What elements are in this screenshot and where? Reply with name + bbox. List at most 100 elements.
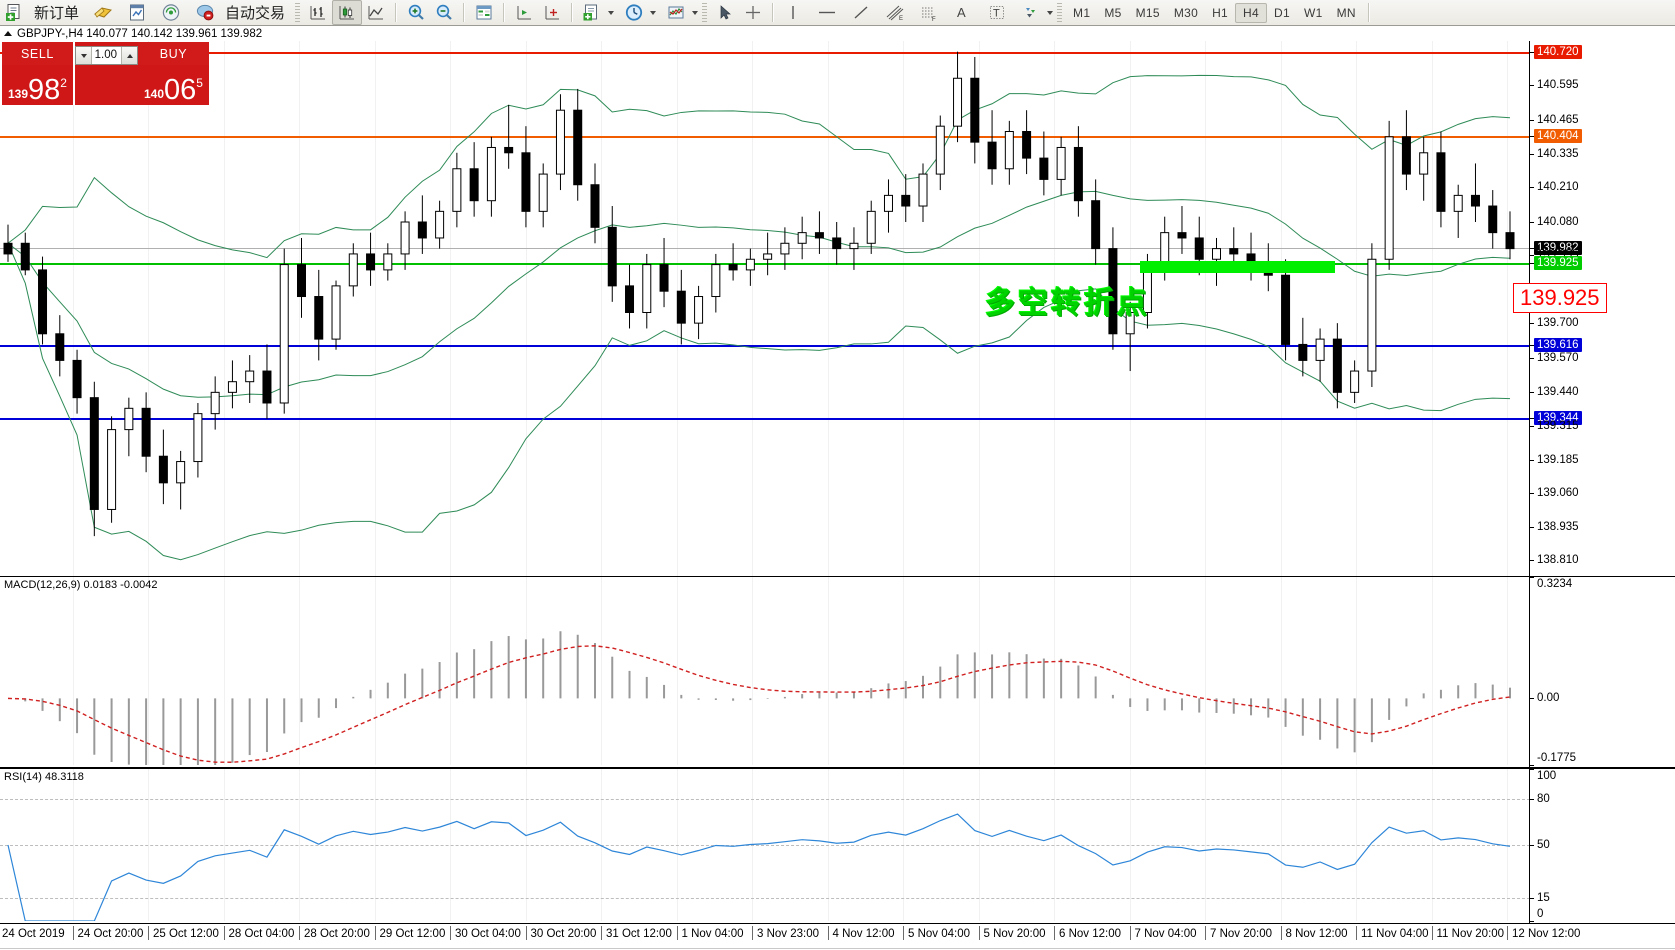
trend-line-icon[interactable] <box>847 1 875 24</box>
rsi-axis-tick <box>1530 845 1534 846</box>
time-axis[interactable]: 24 Oct 2019 24 Oct 20:00 25 Oct 12:00 28 Oc… <box>0 923 1675 949</box>
price-axis-label: 139.700 <box>1537 317 1579 330</box>
market-icon[interactable] <box>191 1 219 24</box>
line-chart-icon[interactable] <box>362 1 390 24</box>
macd-axis-tick <box>1530 577 1534 578</box>
chart-gridline <box>72 41 74 576</box>
price-chart-pane[interactable]: 140.720 140.595 140.465 140.404 140.335 140.2… <box>0 41 1675 577</box>
zoom-in-icon[interactable] <box>402 1 430 24</box>
timeframe-h4[interactable]: H4 <box>1235 2 1267 23</box>
toolbar-grip[interactable] <box>295 3 301 22</box>
macd-axis-tick <box>1530 765 1534 766</box>
price-level-line[interactable] <box>0 135 1530 138</box>
auto-trading-label[interactable]: 自动交易 <box>225 5 286 22</box>
svg-text:A: A <box>957 5 966 20</box>
chart-gridline <box>223 41 225 576</box>
objects-icon[interactable] <box>1017 1 1045 24</box>
buy-price[interactable]: 140 06 5 <box>138 65 209 105</box>
highlight-zone[interactable] <box>1140 260 1335 273</box>
sell-price[interactable]: 139 98 2 <box>2 65 73 105</box>
timeframe-w1[interactable]: W1 <box>1303 5 1323 20</box>
rsi-pane[interactable]: RSI(14) 48.3118 100 80 50 15 0 <box>0 768 1675 924</box>
chart-collapse-icon[interactable] <box>4 31 12 36</box>
macd-axis[interactable]: 0.3234 0.00 -0.1775 <box>1529 577 1675 767</box>
price-level-line[interactable] <box>0 417 1530 420</box>
price-level-line[interactable] <box>0 51 1530 54</box>
rsi-plot-area[interactable] <box>0 769 1530 923</box>
price-axis-label: 140.210 <box>1537 181 1579 194</box>
timeframe-m1[interactable]: M1 <box>1073 5 1091 20</box>
sell-price-pips: 98 <box>28 74 61 106</box>
time-axis-label: 6 Nov 12:00 <box>1059 928 1122 940</box>
rsi-series <box>7 813 1511 921</box>
fibonacci-icon[interactable]: F <box>915 1 943 24</box>
price-level-line[interactable] <box>0 248 1530 250</box>
price-level-line[interactable] <box>0 345 1530 348</box>
price-axis-tick <box>1530 84 1534 86</box>
chart-gridline <box>978 41 980 576</box>
crosshair-icon[interactable] <box>739 1 767 24</box>
indicators-dropdown-icon[interactable] <box>692 10 699 15</box>
buy-button[interactable]: BUY <box>138 42 209 65</box>
period-dropdown-icon[interactable] <box>650 10 657 15</box>
period-icon[interactable] <box>620 1 648 24</box>
rsi-axis-label: 100 <box>1537 770 1557 782</box>
macd-plot-area[interactable] <box>0 577 1530 767</box>
timeframe-m15[interactable]: M15 <box>1135 5 1160 20</box>
new-order-label[interactable]: 新订单 <box>34 5 80 22</box>
chart-gridline <box>148 577 149 765</box>
price-axis-label: 140.720 <box>1534 44 1582 59</box>
timeframe-mn[interactable]: MN <box>1336 5 1356 20</box>
template-dropdown-icon[interactable] <box>608 10 615 15</box>
price-level-line[interactable] <box>0 263 1530 266</box>
volume-decrease-button[interactable] <box>76 47 92 64</box>
bar-chart-icon[interactable] <box>304 1 332 24</box>
volume-control[interactable]: 1.00 <box>75 42 138 105</box>
indicators-icon[interactable] <box>662 1 690 24</box>
timeframe-toolbar-grip[interactable] <box>1057 3 1063 22</box>
chart-gridline <box>1054 577 1055 765</box>
chart-gridline <box>72 577 74 765</box>
chart-gridline <box>827 41 829 576</box>
timeframe-m30[interactable]: M30 <box>1173 5 1199 20</box>
text-icon[interactable]: T <box>983 1 1011 24</box>
data-window-icon[interactable] <box>123 1 151 24</box>
macd-axis-label: -0.1775 <box>1537 752 1577 764</box>
new-order-icon[interactable] <box>0 1 28 24</box>
timeframe-d1[interactable]: D1 <box>1274 5 1290 20</box>
cursor-icon[interactable] <box>711 1 739 24</box>
sell-side[interactable]: SELL 139 98 2 <box>2 42 75 105</box>
rsi-axis[interactable]: 100 80 50 15 0 <box>1529 769 1675 923</box>
candlestick-series[interactable] <box>0 41 1530 576</box>
price-axis-tick <box>1530 460 1534 462</box>
one-click-trading-panel[interactable]: SELL 139 98 2 1.00 BUY 140 06 5 <box>2 42 209 105</box>
zoom-out-icon[interactable] <box>430 1 458 24</box>
chart-gridline <box>903 41 904 576</box>
time-axis-separator <box>148 926 149 940</box>
equidistant-channel-icon[interactable]: E <box>881 1 909 24</box>
objects-dropdown-icon[interactable] <box>1047 10 1054 15</box>
price-plot-area[interactable] <box>0 41 1530 576</box>
volume-stepper[interactable]: 1.00 <box>75 46 138 65</box>
vertical-line-icon[interactable] <box>779 1 807 24</box>
template-icon[interactable] <box>578 1 606 24</box>
chart-shift-icon[interactable] <box>510 1 538 24</box>
signals-icon[interactable] <box>157 1 185 24</box>
drawing-toolbar-grip[interactable] <box>702 3 708 22</box>
chart-annotation-text[interactable]: 多空转折点 <box>985 287 1150 320</box>
chart-gridline <box>1356 41 1357 576</box>
horizontal-line-icon[interactable] <box>813 1 841 24</box>
volume-input[interactable]: 1.00 <box>94 49 117 61</box>
macd-pane[interactable]: MACD(12,26,9) 0.0183 -0.0042 0.3234 0.00 -… <box>0 576 1675 768</box>
expert-advisors-icon[interactable] <box>89 1 117 24</box>
timeframe-m5[interactable]: M5 <box>1104 5 1122 20</box>
text-label-icon[interactable]: A <box>949 1 977 24</box>
auto-scroll-icon[interactable] <box>538 1 566 24</box>
candlestick-chart-icon[interactable] <box>332 0 363 25</box>
sell-button[interactable]: SELL <box>2 42 73 65</box>
buy-side[interactable]: BUY 140 06 5 <box>138 42 209 105</box>
volume-increase-button[interactable] <box>121 47 137 64</box>
timeframe-h1[interactable]: H1 <box>1212 5 1229 20</box>
data-table-icon[interactable] <box>470 1 498 24</box>
chart-gridline <box>1431 41 1433 576</box>
